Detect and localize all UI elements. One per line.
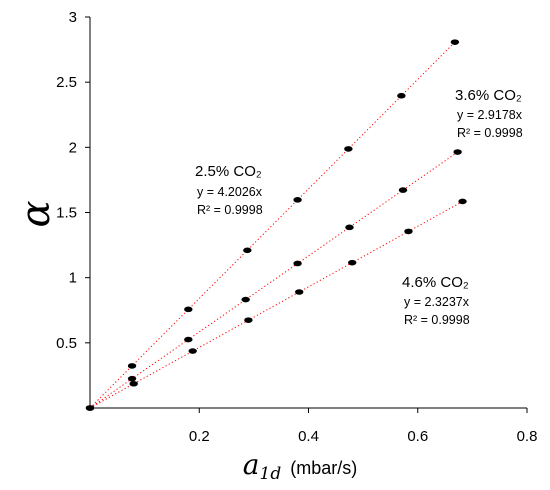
y-tick-label: 1.5: [56, 205, 77, 222]
x-axis-symbol: a: [243, 448, 260, 481]
data-point-series-3: [129, 380, 138, 387]
x-axis-ticks: 0.2 0.4 0.6 0.8: [189, 408, 538, 445]
data-point-series-3: [348, 259, 357, 266]
data-point-series-2: [345, 224, 354, 231]
trendlines: [89, 41, 463, 409]
data-point-series-2: [453, 149, 462, 155]
data-point-series-1: [397, 92, 406, 99]
data-markers: [85, 39, 467, 411]
data-point-series-2: [398, 187, 408, 193]
series-2-name: 3.6% CO₂: [455, 87, 522, 104]
data-point-series-1: [127, 363, 137, 369]
series-3-r2: R² = 0.9998: [404, 313, 470, 327]
data-point-series-1: [184, 306, 193, 313]
data-point-series-2: [127, 375, 137, 382]
data-point-series-2: [184, 336, 193, 343]
y-axis-label: α: [13, 200, 59, 227]
series-1-equation: y = 4.2026x: [197, 185, 263, 199]
trendline-series-3: [89, 201, 463, 409]
data-point-series-3: [244, 317, 253, 323]
data-point-series-3: [295, 289, 304, 295]
data-point-series-1: [243, 247, 252, 254]
y-axis-ticks: 0.5 1 1.5 2 2.5 3: [56, 9, 90, 352]
data-point-series-2: [293, 260, 302, 267]
annotation-series-3: 4.6% CO₂ y = 2.3237x R² = 0.9998: [402, 274, 470, 327]
annotation-series-1: 2.5% CO₂ y = 4.2026x R² = 0.9998: [195, 163, 263, 217]
y-tick-label: 2.5: [56, 74, 77, 91]
series-1-name: 2.5% CO₂: [195, 163, 262, 180]
data-point-series-3: [458, 198, 467, 205]
x-tick-label: 0.6: [407, 428, 428, 445]
trendline-series-2: [89, 151, 458, 409]
annotation-series-2: 3.6% CO₂ y = 2.9178x R² = 0.9998: [455, 87, 523, 140]
data-point-series-1: [344, 146, 353, 152]
x-axis-label: a1d (mbar/s): [243, 448, 357, 484]
series-3-name: 4.6% CO₂: [402, 274, 469, 291]
x-axis-unit: (mbar/s): [290, 458, 357, 478]
x-tick-label: 0.8: [517, 428, 538, 445]
series-1-r2: R² = 0.9998: [197, 203, 263, 217]
data-point-series-1: [293, 197, 302, 203]
x-tick-label: 0.4: [298, 428, 319, 445]
data-point-series-1: [450, 39, 460, 45]
series-2-r2: R² = 0.9998: [457, 126, 523, 140]
x-tick-label: 0.2: [189, 428, 210, 445]
y-tick-label: 1: [69, 270, 77, 287]
y-tick-label: 0.5: [56, 335, 77, 352]
series-2-equation: y = 2.9178x: [457, 108, 523, 122]
y-tick-label: 3: [69, 9, 77, 26]
data-point-series-3: [404, 228, 413, 235]
x-axis-subscript: 1d: [260, 464, 282, 484]
data-point-series-3: [188, 348, 197, 354]
series-3-equation: y = 2.3237x: [404, 295, 470, 309]
data-point-series-2: [241, 296, 250, 303]
y-tick-label: 2: [69, 139, 77, 156]
